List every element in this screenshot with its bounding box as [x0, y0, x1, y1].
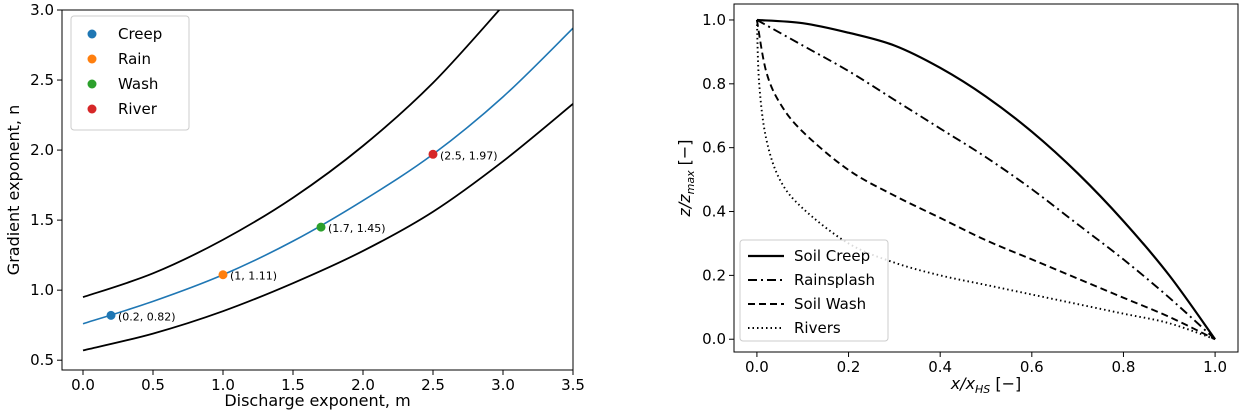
point-creep [106, 310, 116, 320]
legend-label-soil-wash: Soil Wash [794, 295, 866, 313]
right-x-tick-label: 0.0 [745, 358, 769, 376]
left-y-tick-label: 0.5 [30, 351, 54, 369]
left-x-tick-label: 3.0 [491, 376, 515, 394]
left-x-tick-label: 0.0 [71, 376, 95, 394]
left-curve-1 [82, 10, 501, 299]
legend-marker-creep [87, 29, 97, 39]
legend-label-wash: Wash [118, 75, 158, 93]
annotation-river: (2.5, 1.97) [440, 149, 498, 162]
right-x-tick-label: 1.0 [1203, 358, 1227, 376]
right-plot-frame [733, 3, 1239, 353]
annotation-creep: (0.2, 0.82) [118, 310, 176, 323]
profile-soil-wash [755, 19, 1216, 341]
right-x-tick-label: 0.8 [1112, 358, 1136, 376]
left-y-axis-label: Gradient exponent, n [4, 105, 23, 275]
left-legend-box [70, 15, 190, 131]
point-rain [218, 270, 228, 280]
legend-marker-rain [87, 54, 97, 64]
profile-soil-creep [756, 18, 1216, 340]
right-y-tick-label: 0.2 [702, 266, 726, 284]
left-x-tick-label: 1.0 [211, 376, 235, 394]
annotation-wash: (1.7, 1.45) [328, 222, 386, 235]
legend-label-rivers: Rivers [794, 319, 841, 337]
right-x-tick-label: 0.2 [837, 358, 861, 376]
legend-label-river: River [118, 100, 158, 118]
right-legend-box [739, 239, 889, 342]
left-curve-2 [82, 27, 573, 325]
legend-label-rainsplash: Rainsplash [794, 271, 875, 289]
left-curve-3 [82, 103, 573, 352]
left-y-tick-label: 3.0 [30, 1, 54, 19]
left-x-tick-label: 0.5 [141, 376, 165, 394]
right-y-tick-label: 0.4 [702, 203, 726, 221]
right-y-axis-label: z/zmax [−] [675, 139, 697, 217]
profile-rainsplash [756, 19, 1216, 340]
left-x-axis-label: Discharge exponent, m [224, 391, 410, 410]
annotation-rain: (1, 1.11) [230, 270, 277, 283]
point-wash [316, 222, 326, 232]
right-x-axis-label: x/xHS [−] [950, 374, 1022, 396]
right-y-tick-label: 1.0 [702, 11, 726, 29]
right-y-tick-label: 0.8 [702, 75, 726, 93]
left-y-tick-label: 2.5 [30, 71, 54, 89]
profile-rivers [755, 19, 1216, 341]
right-y-tick-label: 0.0 [702, 330, 726, 348]
legend-marker-river [87, 104, 97, 114]
legend-label-rain: Rain [118, 50, 151, 68]
legend-label-creep: Creep [118, 25, 162, 43]
left-x-tick-label: 2.5 [421, 376, 445, 394]
chart-right-profile-plot: 0.0 0.2 0.4 0.6 0.8 1.0 0.0 0.2 0.4 0.6 0.8 1.0 x/xH… [675, 3, 1239, 396]
left-plot-frame [61, 9, 574, 371]
left-plot-area [82, 10, 573, 352]
left-x-tick-label: 1.5 [281, 376, 305, 394]
left-x-tick-label: 3.5 [561, 376, 585, 394]
chart-left-exponent-plot: (0.2, 0.82) (1, 1.11) (1.7, 1.45) (2.5, 1.9… [4, 1, 585, 410]
legend-label-soil-creep: Soil Creep [794, 247, 870, 265]
right-legend: Soil Creep Rainsplash Soil Wash Rivers [739, 239, 889, 342]
legend-marker-wash [87, 79, 97, 89]
right-x-tick-label: 0.4 [928, 358, 952, 376]
left-y-tick-label: 1.5 [30, 211, 54, 229]
left-y-tick-label: 1.0 [30, 281, 54, 299]
right-x-tick-label: 0.6 [1020, 358, 1044, 376]
point-river [428, 149, 438, 159]
left-y-tick-label: 2.0 [30, 141, 54, 159]
left-x-tick-label: 2.0 [351, 376, 375, 394]
left-legend: Creep Rain Wash River [70, 15, 190, 131]
right-y-tick-label: 0.6 [702, 139, 726, 157]
